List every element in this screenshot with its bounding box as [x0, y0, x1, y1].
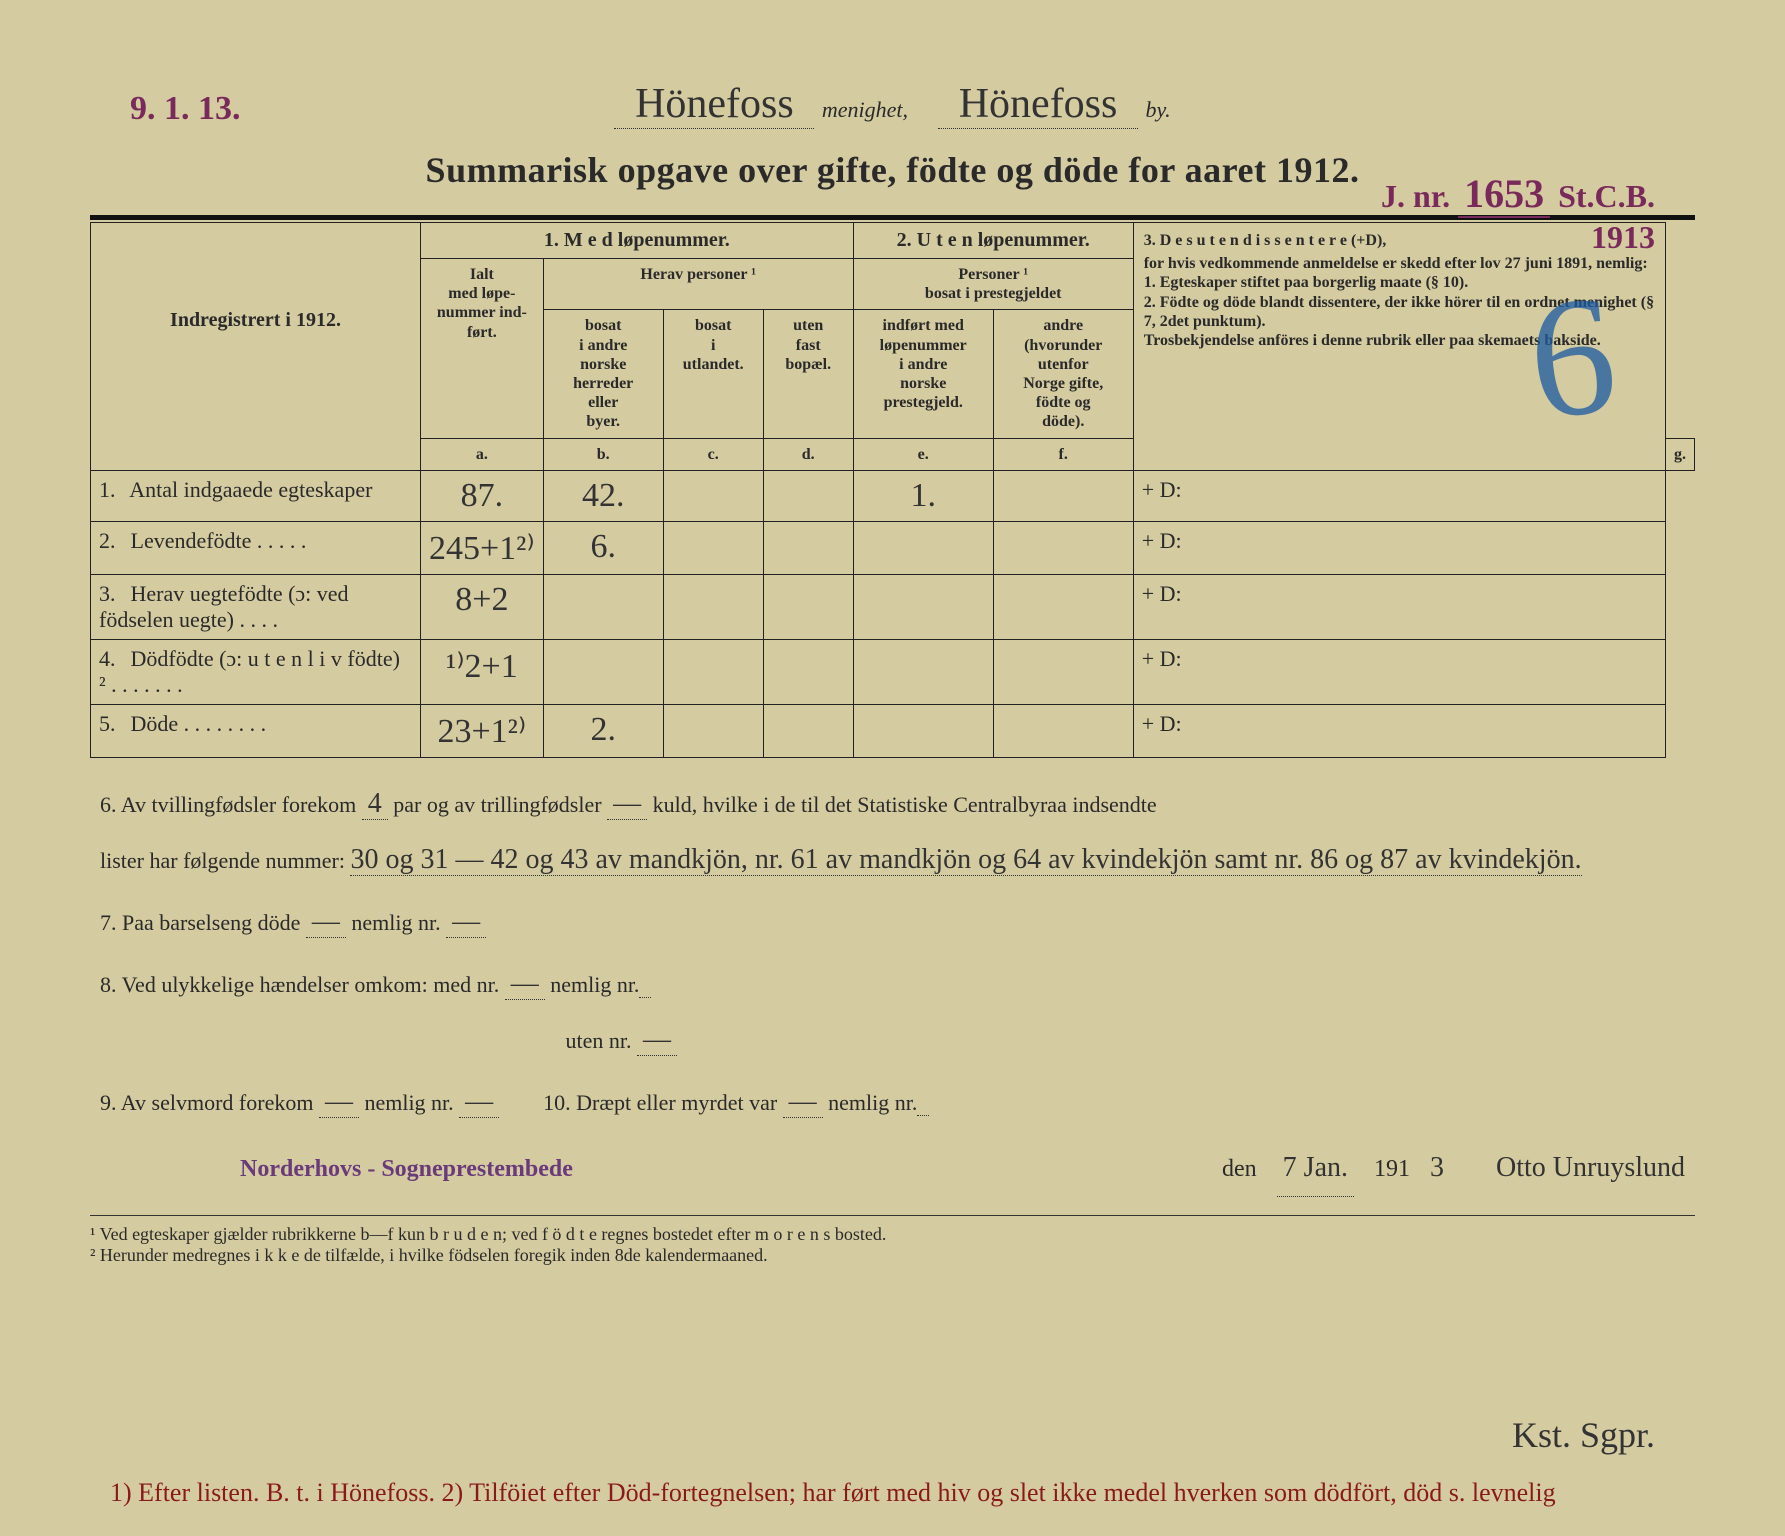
parish-header-line: Hönefoss menighet, Hönefoss by.	[90, 80, 1695, 129]
col1-title: 1. M e d løpenummer.	[421, 223, 854, 259]
left-header: Indregistrert i 1912.	[91, 223, 421, 471]
letter-e: e.	[853, 438, 993, 470]
twin-count: 4	[362, 788, 388, 820]
den-label: den	[1222, 1145, 1257, 1193]
journal-number-stamp: J. nr. 1653 St.C.B. 1913	[1381, 170, 1655, 256]
jnr-suffix: St.C.B.	[1558, 178, 1655, 214]
col3-body: for hvis vedkommende anmeldelse er skedd…	[1144, 254, 1655, 350]
uten-sub-header: Personer ¹ bosat i prestegjeldet	[853, 259, 1133, 310]
cell-4a: ¹⁾2+1	[421, 639, 544, 704]
col2-title: 2. U t e n løpenummer.	[853, 223, 1133, 259]
menighet-label: menighet,	[822, 97, 908, 122]
item-6-handwritten: 30 og 31 — 42 og 43 av mandkjön, nr. 61 …	[350, 844, 1581, 876]
office-stamp: Norderhovs - Sogneprestembede	[240, 1145, 573, 1193]
table-row: 2. Levendefödte . . . . . 245+1²⁾ 6. + D…	[91, 521, 1695, 574]
year-printed: 191	[1374, 1145, 1410, 1193]
right-signature-hw: Kst. Sgpr.	[1512, 1414, 1655, 1456]
footnote-2: ² Herunder medregnes i k k e de tilfælde…	[90, 1245, 1695, 1266]
col-c-header: bosat i utlandet.	[663, 310, 763, 438]
table-row: 3. Herav uegtefödte (ɔ: ved födselen ueg…	[91, 574, 1695, 639]
cell-1e: 1.	[853, 470, 993, 521]
jnr-number: 1653	[1458, 171, 1550, 218]
jnr-label: J. nr.	[1381, 178, 1450, 214]
triplet-count: —	[607, 788, 647, 820]
letter-g: g.	[1666, 438, 1695, 470]
cell-1b: 42.	[543, 470, 663, 521]
jnr-year: 1913	[1591, 219, 1655, 255]
letter-c: c.	[663, 438, 763, 470]
city-name-hw: Hönefoss	[938, 80, 1138, 129]
cell-1a: 87.	[421, 470, 544, 521]
table-row: 4. Dödfödte (ɔ: u t e n l i v födte) ² .…	[91, 639, 1695, 704]
ialt-header: Ialt med løpe- nummer ind- ført.	[421, 259, 544, 439]
year-hw: 3	[1430, 1140, 1444, 1196]
cell-2b: 6.	[543, 521, 663, 574]
item-6: 6. Av tvillingfødsler forekom 4 par og a…	[100, 776, 1685, 888]
bottom-margin-note: 1) Efter listen. B. t. i Hönefoss. 2) Ti…	[110, 1478, 1675, 1508]
letter-a: a.	[421, 438, 544, 470]
col-d-header: uten fast bopæl.	[763, 310, 853, 438]
parish-name-hw: Hönefoss	[614, 80, 814, 129]
sign-date: 7 Jan.	[1277, 1140, 1354, 1197]
letter-d: d.	[763, 438, 853, 470]
footnotes: ¹ Ved egteskaper gjælder rubrikkerne b—f…	[90, 1215, 1695, 1266]
item-8: 8. Ved ulykkelige hændelser omkom: med n…	[100, 956, 1685, 1068]
col3-block: 3. D e s u t e n d i s s e n t e r e (+D…	[1133, 223, 1665, 471]
col-b-header: bosat i andre norske herreder eller byer…	[543, 310, 663, 438]
signature-row: Norderhovs - Sogneprestembede den 7 Jan.…	[100, 1140, 1685, 1197]
item-9-10: 9. Av selvmord forekom — nemlig nr. — 10…	[100, 1074, 1685, 1130]
cell-3a: 8+2	[421, 574, 544, 639]
col-f-header: andre (hvorunder utenfor Norge gifte, fö…	[993, 310, 1133, 438]
letter-b: b.	[543, 438, 663, 470]
cell-2a: 245+1²⁾	[421, 521, 544, 574]
cell-5a: 23+1²⁾	[421, 704, 544, 757]
received-date-stamp: 9. 1. 13.	[130, 90, 241, 128]
below-table-text: 6. Av tvillingfødsler forekom 4 par og a…	[90, 776, 1695, 1197]
by-label: by.	[1146, 97, 1171, 122]
cell-1g: + D:	[1133, 470, 1665, 521]
cell-5b: 2.	[543, 704, 663, 757]
summary-table: Indregistrert i 1912. 1. M e d løpenumme…	[90, 222, 1695, 758]
herav-header: Herav personer ¹	[543, 259, 853, 310]
signature: Otto Unruyslund	[1496, 1140, 1685, 1196]
table-row: 1. Antal indgaaede egteskaper 87. 42. 1.…	[91, 470, 1695, 521]
col-e-header: indført med løpenummer i andre norske pr…	[853, 310, 993, 438]
letter-f: f.	[993, 438, 1133, 470]
table-row: 5. Döde . . . . . . . . 23+1²⁾ 2. + D:	[91, 704, 1695, 757]
item-7: 7. Paa barselseng döde — nemlig nr. —	[100, 894, 1685, 950]
footnote-1: ¹ Ved egteskaper gjælder rubrikkerne b—f…	[90, 1224, 1695, 1245]
